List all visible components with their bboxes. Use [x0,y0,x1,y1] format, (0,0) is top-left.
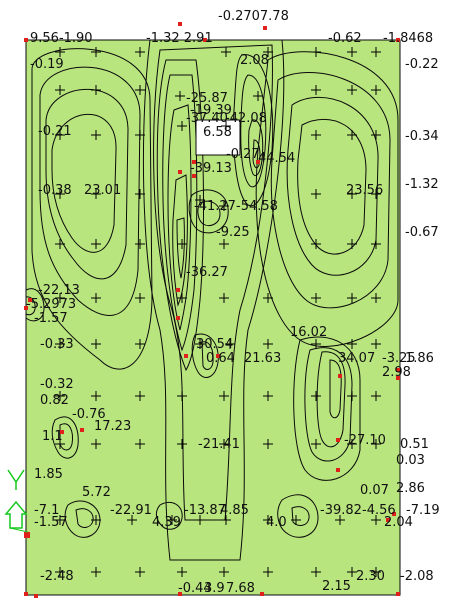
value-label: 23.56 [346,183,383,198]
value-label: -0.22 [405,57,439,72]
value-label: -1.32 [405,177,439,192]
value-label: 2.08 [240,53,269,68]
value-label: 2.04 [384,515,413,530]
value-label: -9.25 [216,225,250,240]
value-label: -22.13 [38,283,80,298]
value-label: -1.57 [34,515,68,530]
value-label: 21.63 [244,351,281,366]
boundary-node [263,26,267,30]
value-label: -0.62 [328,31,362,46]
value-label: -27.10 [344,433,386,448]
value-label: 34.07 [338,351,375,366]
value-label: -0.2707.78 [218,9,289,24]
boundary-node [184,354,188,358]
boundary-node [336,468,340,472]
value-label: 1.86 [405,351,434,366]
value-label: 7.68 [226,581,255,596]
value-label: 3.9 [204,581,225,596]
value-label: 1.1 [42,429,63,444]
value-label: -2.48 [40,569,74,584]
boundary-node [176,288,180,292]
value-label: -36.27 [186,265,228,280]
value-label: 0.51 [400,437,429,452]
boundary-node [34,594,38,598]
boundary-node [178,22,182,26]
value-label: 0.64 [206,351,235,366]
value-label: -37.40 [186,111,228,126]
value-label: -0.27 [226,147,260,162]
value-label: -0.32 [40,377,74,392]
value-label: -5.2973 [26,297,76,312]
value-label: -1.8468 [383,31,433,46]
boundary-node [24,38,28,42]
value-label: 4.0 [266,515,287,530]
value-label: 2.30 [356,569,385,584]
value-label: -0.33 [40,337,74,352]
value-label: 1.85 [34,467,63,482]
value-label: 2.98 [382,365,411,380]
value-label: 4.85 [220,503,249,518]
value-label: 5.72 [82,485,111,500]
value-label: -0.38 [38,183,72,198]
value-label: -0.34 [405,129,439,144]
value-label: -2.08 [400,569,434,584]
value-label: -1.57 [34,311,68,326]
value-label: -39.82 [320,503,362,518]
value-label: 0.03 [396,453,425,468]
boundary-node [80,428,84,432]
value-label: 0.07 [360,483,389,498]
boundary-node [338,374,342,378]
value-label: -0.21 [38,124,72,139]
value-label: -39.13 [190,161,232,176]
value-label: 6.58 [203,125,232,140]
boundary-node [24,592,28,596]
value-label: -54.58 [236,199,278,214]
boundary-node [336,438,340,442]
value-label: 30.54 [196,337,233,352]
value-label: 0.82 [40,393,69,408]
value-label: -42.08 [225,111,267,126]
value-label: -1.32 2.91 [146,31,213,46]
value-label: 16.02 [290,325,327,340]
boundary-node [396,592,400,596]
value-label: 17.23 [94,419,131,434]
value-label: -22.91 [110,503,152,518]
value-label: 9.56-1.90 [30,31,93,46]
boundary-node [178,170,182,174]
value-label: -0.67 [405,225,439,240]
value-label: -21.41 [198,437,240,452]
boundary-node [176,316,180,320]
value-label: 4.39 [152,515,181,530]
value-label: -0.19 [30,57,64,72]
boundary-node [260,592,264,596]
value-label: 2.86 [396,481,425,496]
value-label: 23.01 [84,183,121,198]
value-label: 44.54 [258,151,295,166]
value-label: -41.27 [194,199,236,214]
value-label: 2.15 [322,579,351,594]
